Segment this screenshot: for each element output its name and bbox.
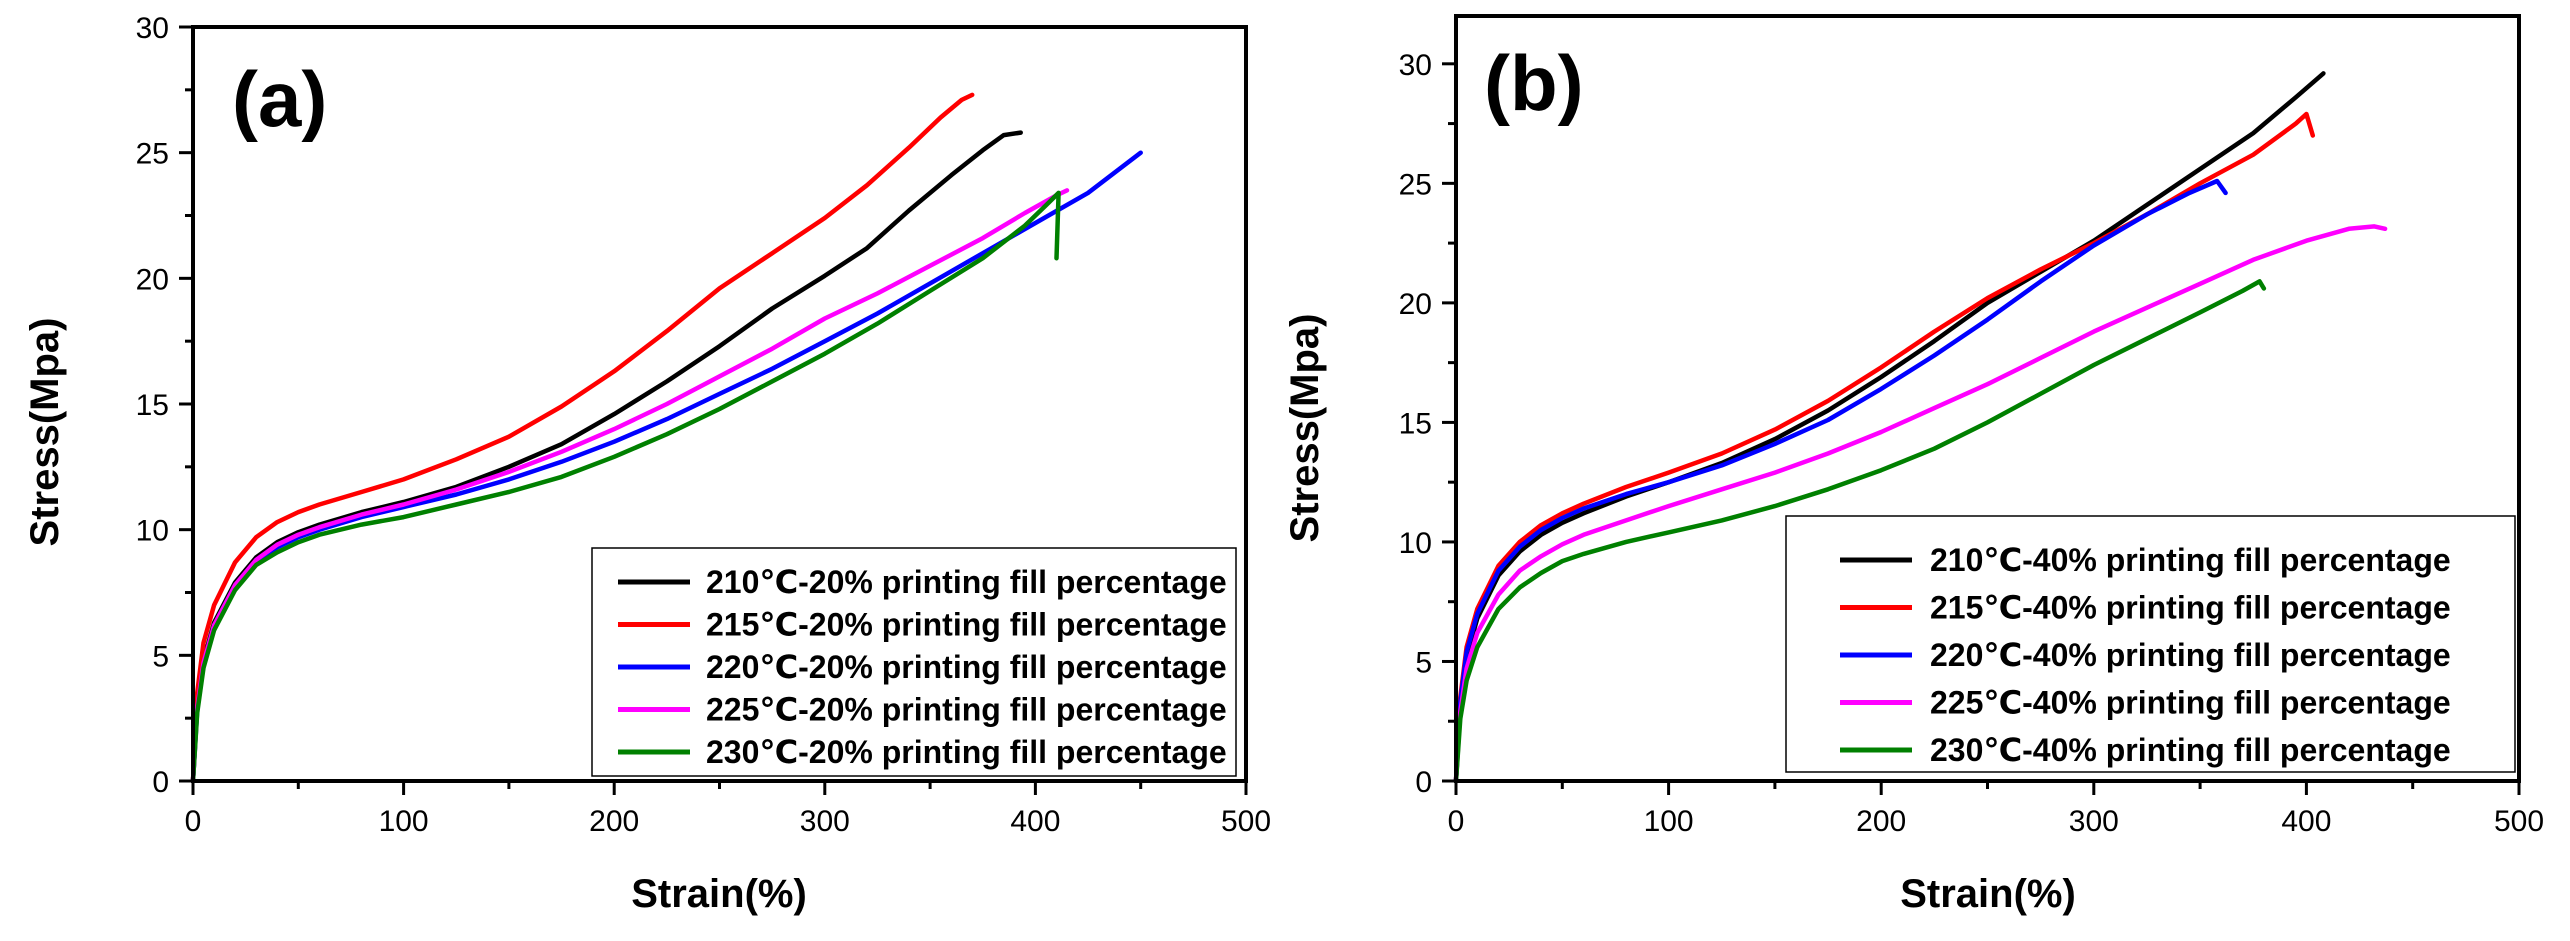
panel-b-legend-label-1: 210℃-40% printing fill percentage xyxy=(1930,542,2451,578)
panel-a-legend-box xyxy=(591,547,1237,777)
panel-a-ylabel: Stress(Mpa) xyxy=(23,318,67,547)
panel-b-frame xyxy=(1454,14,2521,783)
panel-b: 0 100 200 300 400 500 0 5 10 15 20 25 30 (b) Strain(… xyxy=(1283,14,2544,916)
panel-a-label: (a) xyxy=(232,55,327,143)
panel-b-ticks: 0 100 200 300 400 500 0 5 10 15 20 25 30 xyxy=(1399,49,2544,838)
panel-b-series-line-4 xyxy=(1453,224,2388,784)
panel-a-x-tick-label: 100 xyxy=(379,805,429,838)
panel-b-x-tick-label: 100 xyxy=(1644,805,1694,838)
panel-a: 0 100 200 300 400 500 0 5 10 15 20 25 30 (a) Strain(… xyxy=(23,12,1271,916)
panel-a-legend-label-5: 230℃-20% printing fill percentage xyxy=(706,734,1227,770)
panel-a-series-line-2 xyxy=(190,92,975,784)
panel-a-y-tick-label: 15 xyxy=(136,389,169,422)
panel-a-xlabel: Strain(%) xyxy=(631,872,807,916)
panel-b-y-tick-label: 30 xyxy=(1399,49,1432,82)
panel-b-x-tick-label: 0 xyxy=(1448,805,1465,838)
panel-b-legend-label-5: 230℃-40% printing fill percentage xyxy=(1930,732,2451,768)
panel-a-legend-label-1: 210℃-20% printing fill percentage xyxy=(706,564,1227,600)
panel-a-series-line-5 xyxy=(190,190,1061,784)
panel-a-y-tick-label: 25 xyxy=(136,138,169,171)
panel-a-y-tick-label: 30 xyxy=(136,12,169,45)
panel-a-x-tick-label: 0 xyxy=(185,805,202,838)
panel-a-legend-label-4: 225℃-20% printing fill percentage xyxy=(706,692,1227,728)
panel-b-xlabel: Strain(%) xyxy=(1900,872,2076,916)
panel-b-x-tick-label: 300 xyxy=(2069,805,2119,838)
panel-a-legend: 210℃-20% printing fill percentage 215℃-20… xyxy=(591,547,1237,777)
panel-b-x-tick-label: 400 xyxy=(2281,805,2331,838)
panel-b-y-tick-label: 15 xyxy=(1399,407,1432,440)
panel-b-series-line-3 xyxy=(1453,178,2228,784)
panel-b-legend-label-4: 225℃-40% printing fill percentage xyxy=(1930,685,2451,721)
panel-b-legend-label-3: 220℃-40% printing fill percentage xyxy=(1930,637,2451,673)
panel-a-x-tick-label: 400 xyxy=(1010,805,1060,838)
panel-b-y-tick-label: 25 xyxy=(1399,168,1432,201)
panel-a-legend-label-3: 220℃-20% printing fill percentage xyxy=(706,649,1227,685)
panel-a-x-tick-label: 200 xyxy=(589,805,639,838)
panel-a-legend-label-2: 215℃-20% printing fill percentage xyxy=(706,607,1227,643)
panel-b-x-tick-label: 500 xyxy=(2494,805,2544,838)
panel-a-frame xyxy=(191,25,1248,783)
panel-b-y-tick-label: 0 xyxy=(1415,766,1432,799)
panel-b-x-tick-label: 200 xyxy=(1856,805,1906,838)
panel-b-y-tick-label: 10 xyxy=(1399,527,1432,560)
panel-a-y-tick-label: 20 xyxy=(136,263,169,296)
panel-a-curves xyxy=(190,92,1143,784)
panel-a-x-tick-label: 300 xyxy=(800,805,850,838)
panel-b-y-tick-label: 20 xyxy=(1399,288,1432,321)
panel-b-legend-label-2: 215℃-40% printing fill percentage xyxy=(1930,590,2451,626)
panel-a-y-tick-label: 0 xyxy=(152,766,169,799)
panel-a-y-tick-label: 10 xyxy=(136,515,169,548)
panel-a-series-line-4 xyxy=(190,188,1070,784)
panel-b-series-line-2 xyxy=(1453,111,2316,784)
panel-b-y-tick-label: 5 xyxy=(1415,646,1432,679)
panel-b-curves xyxy=(1453,71,2388,784)
panel-a-x-tick-label: 500 xyxy=(1221,805,1271,838)
panel-b-label: (b) xyxy=(1484,39,1584,127)
panel-a-y-tick-label: 5 xyxy=(152,640,169,673)
panel-b-legend: 210℃-40% printing fill percentage 215℃-40… xyxy=(1785,515,2516,773)
panel-b-ylabel: Stress(Mpa) xyxy=(1283,314,1327,543)
panel-b-series-line-5 xyxy=(1453,279,2267,784)
